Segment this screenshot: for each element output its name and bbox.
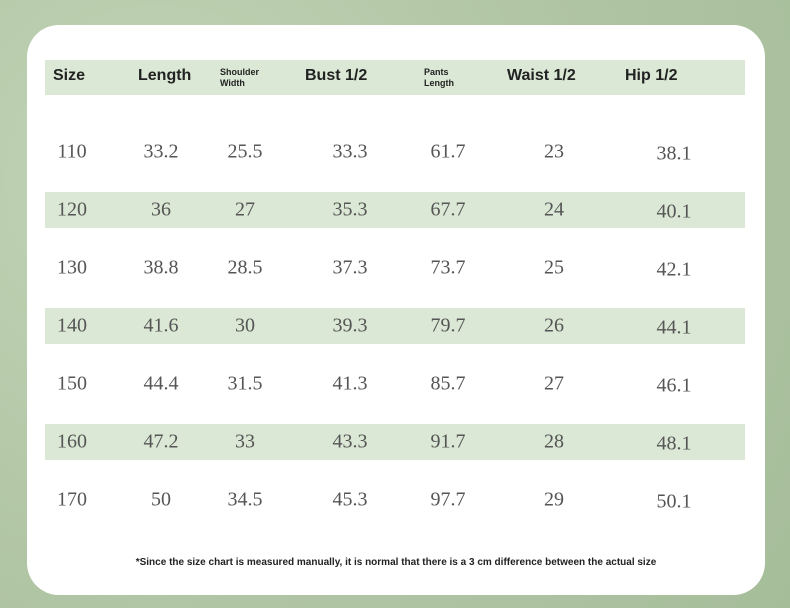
size-chart-card: *Since the size chart is measured manual… [27, 25, 765, 595]
row-band [45, 424, 745, 460]
table-cell: 44.4 [143, 372, 179, 395]
table-cell: 46.1 [656, 374, 692, 397]
table-cell: 61.7 [430, 140, 466, 163]
table-cell: 91.7 [430, 430, 466, 453]
table-cell: 28 [544, 430, 564, 453]
table-cell: 42.1 [656, 258, 692, 281]
table-cell: 110 [57, 140, 87, 163]
table-cell: 50.1 [656, 490, 692, 513]
table-cell: 25.5 [227, 140, 263, 163]
table-cell: 35.3 [332, 198, 368, 221]
table-cell: 33 [235, 430, 255, 453]
table-cell: 33.2 [143, 140, 179, 163]
table-cell: 41.6 [143, 314, 179, 337]
table-cell: 67.7 [430, 198, 466, 221]
column-header: Hip 1/2 [625, 67, 678, 84]
table-cell: 38.8 [143, 256, 179, 279]
row-band [45, 192, 745, 228]
table-cell: 31.5 [227, 372, 263, 395]
table-cell: 39.3 [332, 314, 368, 337]
row-band [45, 308, 745, 344]
table-cell: 29 [544, 488, 564, 511]
table-cell: 33.3 [332, 140, 368, 163]
table-cell: 28.5 [227, 256, 263, 279]
table-cell: 34.5 [227, 488, 263, 511]
table-cell: 41.3 [332, 372, 368, 395]
table-cell: 37.3 [332, 256, 368, 279]
table-cell: 36 [151, 198, 171, 221]
table-cell: 30 [235, 314, 255, 337]
table-cell: 50 [151, 488, 171, 511]
column-header: Waist 1/2 [507, 67, 576, 84]
table-cell: 160 [57, 430, 87, 453]
table-cell: 26 [544, 314, 564, 337]
table-cell: 73.7 [430, 256, 466, 279]
table-cell: 45.3 [332, 488, 368, 511]
table-cell: 24 [544, 198, 564, 221]
table-cell: 23 [544, 140, 564, 163]
table-cell: 120 [57, 198, 87, 221]
table-cell: 79.7 [430, 314, 466, 337]
column-header: Size [53, 67, 86, 84]
table-cell: 27 [235, 198, 255, 221]
table-cell: 43.3 [332, 430, 368, 453]
column-header: Shoulder Width [220, 67, 260, 88]
table-cell: 170 [57, 488, 87, 511]
column-header: Pants Length [424, 67, 454, 88]
table-cell: 140 [57, 314, 87, 337]
header-band [45, 60, 745, 95]
column-header: Length [138, 67, 192, 84]
footnote: *Since the size chart is measured manual… [135, 557, 657, 568]
table-cell: 150 [57, 372, 87, 395]
table-cell: 47.2 [143, 430, 179, 453]
table-cell: 44.1 [656, 316, 692, 339]
table-cell: 27 [544, 372, 564, 395]
table-cell: 97.7 [430, 488, 466, 511]
table-cell: 38.1 [656, 142, 692, 165]
table-cell: 40.1 [656, 200, 692, 223]
table-cell: 25 [544, 256, 564, 279]
table-cell: 48.1 [656, 432, 692, 455]
table-cell: 130 [57, 256, 87, 279]
column-header: Bust 1/2 [305, 67, 368, 84]
table-cell: 85.7 [430, 372, 466, 395]
